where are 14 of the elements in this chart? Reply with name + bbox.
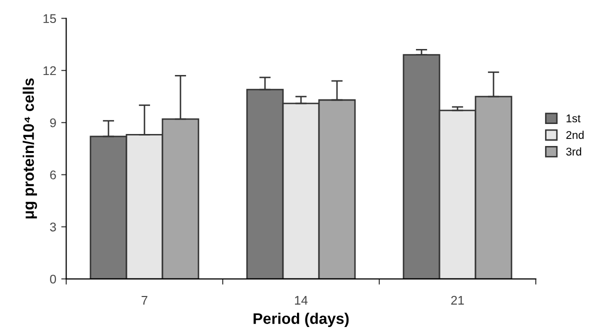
- x-axis-title: Period (days): [254, 312, 349, 328]
- legend-label: 3rd: [566, 147, 582, 156]
- x-tick-label: 7: [142, 296, 148, 305]
- x-tick-label: 21: [451, 296, 464, 305]
- y-tick-label: 3: [50, 222, 56, 232]
- x-tick-label: 14: [295, 296, 308, 305]
- y-tick-label: 9: [50, 118, 56, 128]
- y-tick-label: 6: [50, 170, 56, 180]
- legend-label: 2nd: [566, 130, 584, 139]
- y-tick-label: 0: [50, 274, 56, 284]
- legend-label: 1st: [566, 114, 581, 122]
- y-axis-title: μg protein/10⁴ cells: [22, 78, 38, 218]
- y-tick-label: 12: [44, 66, 56, 76]
- y-tick-label: 15: [44, 14, 56, 24]
